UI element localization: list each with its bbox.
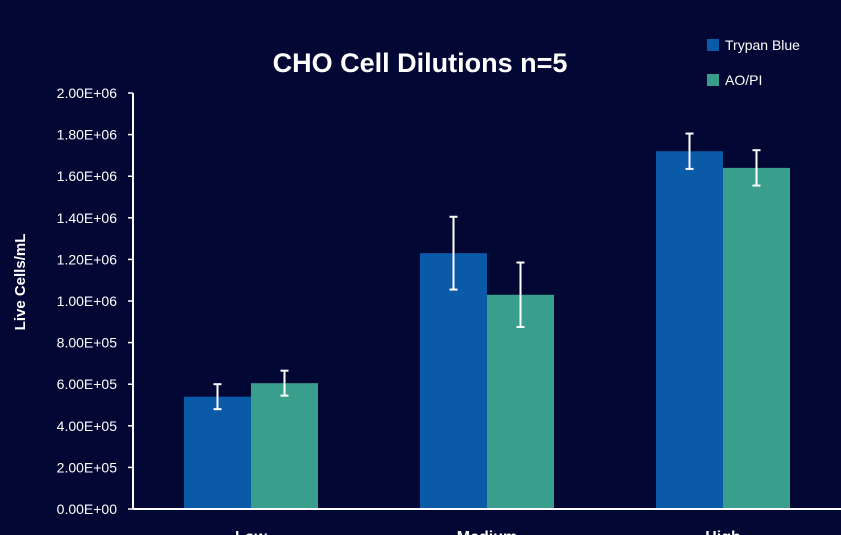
y-axis-label: Live Cells/mL: [12, 234, 29, 331]
y-tick-label: 4.00E+05: [57, 418, 118, 434]
y-tick-label: 1.60E+06: [57, 168, 118, 184]
bar-trypan-blue-medium: [420, 253, 487, 509]
legend-swatch: [707, 39, 719, 51]
y-axis: 0.00E+00 2.00E+05 4.00E+05 6.00E+05 8.00E+05…: [57, 85, 134, 517]
bar-trypan-blue-high: [656, 151, 723, 510]
x-category-label: Medium: [457, 529, 517, 535]
x-category-label: Low: [235, 529, 268, 535]
legend-label: Trypan Blue: [725, 37, 800, 53]
bars-group: [184, 132, 790, 510]
chart-title: CHO Cell Dilutions n=5: [273, 48, 568, 78]
legend: Trypan Blue AO/PI: [707, 37, 800, 88]
x-category-label: High: [705, 529, 741, 535]
y-tick-label: 1.40E+06: [57, 210, 118, 226]
y-tick-label: 8.00E+05: [57, 335, 118, 351]
y-tick-label: 1.80E+06: [57, 127, 118, 143]
y-tick-label: 6.00E+05: [57, 376, 118, 392]
legend-label: AO/PI: [725, 72, 762, 88]
bar-ao-pi-low: [251, 383, 318, 509]
bar-ao-pi-medium: [487, 294, 554, 509]
bar-trypan-blue-low: [184, 396, 251, 509]
y-tick-label: 2.00E+06: [57, 85, 118, 101]
legend-swatch: [707, 74, 719, 86]
y-tick-label: 2.00E+05: [57, 459, 118, 475]
y-tick-label: 1.20E+06: [57, 251, 118, 267]
y-tick-label: 0.00E+00: [57, 501, 118, 517]
bar-ao-pi-high: [723, 167, 790, 509]
x-axis: Low Medium High: [133, 508, 841, 535]
y-tick-label: 1.00E+06: [57, 293, 118, 309]
